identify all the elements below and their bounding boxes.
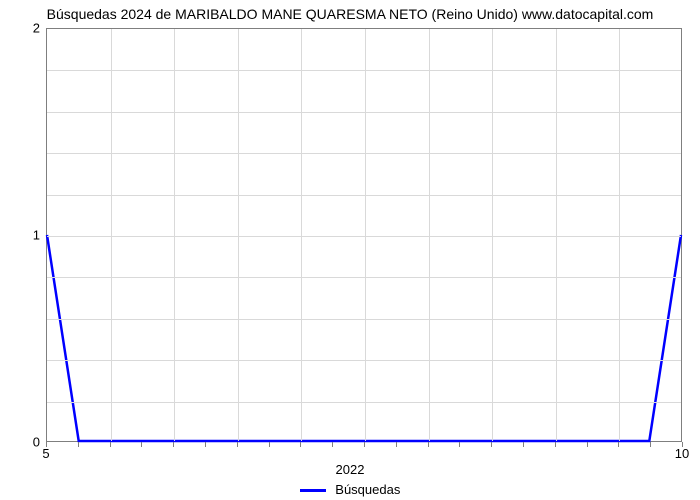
x-minor-tick bbox=[428, 442, 429, 447]
gridline-v bbox=[238, 29, 239, 441]
x-minor-tick bbox=[78, 442, 79, 447]
chart-container: Búsquedas 2024 de MARIBALDO MANE QUARESM… bbox=[0, 0, 700, 500]
x-minor-tick bbox=[650, 442, 651, 447]
x-minor-tick bbox=[332, 442, 333, 447]
gridline-h bbox=[47, 236, 681, 237]
gridline-h bbox=[47, 277, 681, 278]
x-minor-tick bbox=[491, 442, 492, 447]
x-minor-tick bbox=[46, 442, 47, 447]
series-line bbox=[47, 235, 681, 441]
x-minor-tick bbox=[396, 442, 397, 447]
x-minor-tick bbox=[173, 442, 174, 447]
gridline-h bbox=[47, 195, 681, 196]
series-layer bbox=[47, 29, 681, 441]
x-minor-tick bbox=[587, 442, 588, 447]
gridline-v bbox=[174, 29, 175, 441]
plot-area bbox=[46, 28, 682, 442]
gridline-v bbox=[619, 29, 620, 441]
y-tick-label: 1 bbox=[10, 228, 40, 243]
gridline-v bbox=[111, 29, 112, 441]
legend-swatch bbox=[300, 489, 326, 492]
x-minor-tick bbox=[141, 442, 142, 447]
x-minor-tick bbox=[523, 442, 524, 447]
x-minor-tick bbox=[269, 442, 270, 447]
x-minor-tick bbox=[110, 442, 111, 447]
x-minor-tick bbox=[618, 442, 619, 447]
gridline-h bbox=[47, 70, 681, 71]
gridline-v bbox=[492, 29, 493, 441]
x-minor-tick bbox=[682, 442, 683, 447]
gridline-h bbox=[47, 402, 681, 403]
x-tick-label: 10 bbox=[675, 446, 689, 461]
gridline-v bbox=[301, 29, 302, 441]
gridline-h bbox=[47, 112, 681, 113]
gridline-h bbox=[47, 153, 681, 154]
x-minor-tick bbox=[364, 442, 365, 447]
gridline-v bbox=[429, 29, 430, 441]
x-minor-tick bbox=[205, 442, 206, 447]
gridline-h bbox=[47, 319, 681, 320]
y-tick-label: 0 bbox=[10, 435, 40, 450]
x-minor-tick bbox=[300, 442, 301, 447]
x-minor-tick bbox=[237, 442, 238, 447]
gridline-v bbox=[556, 29, 557, 441]
x-axis-center-label: 2022 bbox=[0, 462, 700, 477]
legend: Búsquedas bbox=[0, 482, 700, 497]
gridline-v bbox=[365, 29, 366, 441]
legend-label: Búsquedas bbox=[335, 482, 400, 497]
x-tick-label: 5 bbox=[42, 446, 49, 461]
chart-title: Búsquedas 2024 de MARIBALDO MANE QUARESM… bbox=[0, 6, 700, 22]
gridline-h bbox=[47, 360, 681, 361]
x-minor-tick bbox=[555, 442, 556, 447]
x-minor-tick bbox=[459, 442, 460, 447]
y-tick-label: 2 bbox=[10, 21, 40, 36]
